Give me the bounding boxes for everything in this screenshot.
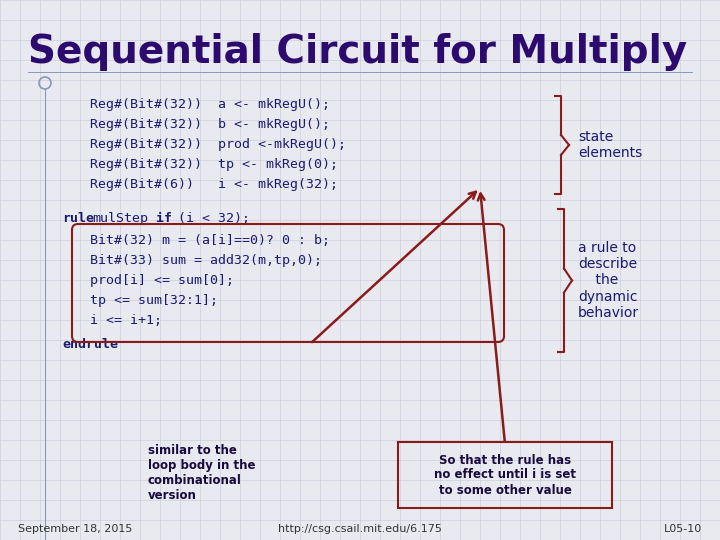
Text: So that the rule has
no effect until i is set
to some other value: So that the rule has no effect until i i… xyxy=(434,454,576,496)
Text: endrule: endrule xyxy=(62,338,118,351)
Text: state
elements: state elements xyxy=(578,130,642,160)
Text: Bit#(33) sum = add32(m,tp,0);: Bit#(33) sum = add32(m,tp,0); xyxy=(90,254,322,267)
Text: rule: rule xyxy=(62,212,94,225)
Text: i <= i+1;: i <= i+1; xyxy=(90,314,162,327)
Text: a rule to
describe
    the
dynamic
behavior: a rule to describe the dynamic behavior xyxy=(578,241,639,320)
Text: L05-10: L05-10 xyxy=(664,524,702,534)
Text: if: if xyxy=(148,212,172,225)
Text: Reg#(Bit#(32))  tp <- mkReg(0);: Reg#(Bit#(32)) tp <- mkReg(0); xyxy=(90,158,338,171)
Text: http://csg.csail.mit.edu/6.175: http://csg.csail.mit.edu/6.175 xyxy=(278,524,442,534)
Text: Reg#(Bit#(32))  a <- mkRegU();: Reg#(Bit#(32)) a <- mkRegU(); xyxy=(90,98,330,111)
Text: (i < 32);: (i < 32); xyxy=(170,212,250,225)
Text: mulStep: mulStep xyxy=(92,212,148,225)
Text: Reg#(Bit#(6))   i <- mkReg(32);: Reg#(Bit#(6)) i <- mkReg(32); xyxy=(90,178,338,191)
Text: Reg#(Bit#(32))  b <- mkRegU();: Reg#(Bit#(32)) b <- mkRegU(); xyxy=(90,118,330,131)
Text: Sequential Circuit for Multiply: Sequential Circuit for Multiply xyxy=(28,33,688,71)
Text: September 18, 2015: September 18, 2015 xyxy=(18,524,132,534)
Text: similar to the
loop body in the
combinational
version: similar to the loop body in the combinat… xyxy=(148,444,256,502)
Text: tp <= sum[32:1];: tp <= sum[32:1]; xyxy=(90,294,218,307)
Text: prod[i] <= sum[0];: prod[i] <= sum[0]; xyxy=(90,274,234,287)
Text: Reg#(Bit#(32))  prod <-mkRegU();: Reg#(Bit#(32)) prod <-mkRegU(); xyxy=(90,138,346,151)
Text: Bit#(32) m = (a[i]==0)? 0 : b;: Bit#(32) m = (a[i]==0)? 0 : b; xyxy=(90,234,330,247)
